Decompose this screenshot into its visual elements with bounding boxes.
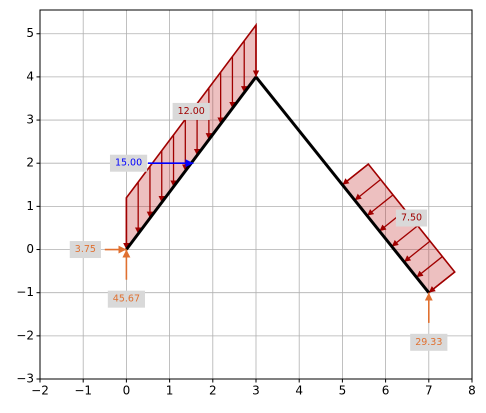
x-tick-label: 0	[123, 384, 131, 398]
member	[254, 75, 430, 294]
load-label: 7.50	[395, 209, 428, 227]
label-box	[172, 102, 210, 120]
x-tick-label: 7	[425, 384, 433, 398]
x-tick-label: −1	[74, 384, 92, 398]
load-label: 15.00	[109, 154, 148, 172]
y-tick-label: 0	[26, 242, 34, 256]
y-tick-label: −1	[16, 285, 34, 299]
label-box	[109, 154, 148, 172]
y-tick-label: −2	[16, 328, 34, 342]
label-box	[395, 209, 428, 227]
load-label-text: 3.75	[75, 244, 96, 255]
x-tick-label: 8	[468, 384, 476, 398]
x-tick-label: −2	[31, 384, 49, 398]
y-tick-label: −3	[16, 372, 34, 386]
load-label: 12.00	[172, 102, 210, 120]
distributed-load	[341, 162, 456, 294]
load-arrow	[391, 225, 419, 247]
load-label: 3.75	[69, 241, 101, 259]
x-tick-label: 4	[295, 384, 303, 398]
x-tick-label: 5	[339, 384, 347, 398]
y-tick-label: 1	[26, 199, 34, 213]
load-arrow	[366, 194, 394, 217]
x-tick-label: 1	[166, 384, 174, 398]
y-tick-label: 2	[26, 156, 34, 170]
load-label-text: 45.67	[113, 294, 140, 305]
marks-layer: 12.00 7.50 15.00 3.75 45.67 29.33	[69, 22, 456, 351]
distributed-load	[125, 22, 257, 252]
load-arrow	[416, 256, 443, 278]
x-tick-label: 3	[252, 384, 260, 398]
y-tick-label: 3	[26, 113, 34, 127]
y-tick-label: 4	[26, 69, 34, 83]
load-label: 29.33	[410, 333, 448, 351]
load-label-text: 29.33	[415, 337, 442, 348]
load-label: 45.67	[107, 290, 146, 308]
x-tick-label: 6	[382, 384, 390, 398]
load-label-text: 12.00	[178, 106, 205, 117]
load-arrow	[341, 163, 369, 186]
label-box	[107, 290, 146, 308]
y-tick-label: 5	[26, 26, 34, 40]
load-arrow	[354, 178, 382, 201]
load-label-text: 7.50	[401, 213, 422, 224]
load-label-text: 15.00	[115, 158, 142, 169]
load-arrow	[428, 271, 456, 294]
x-tick-label: 2	[209, 384, 217, 398]
label-box	[69, 241, 101, 259]
load-arrow	[403, 240, 431, 263]
label-box	[410, 333, 448, 351]
